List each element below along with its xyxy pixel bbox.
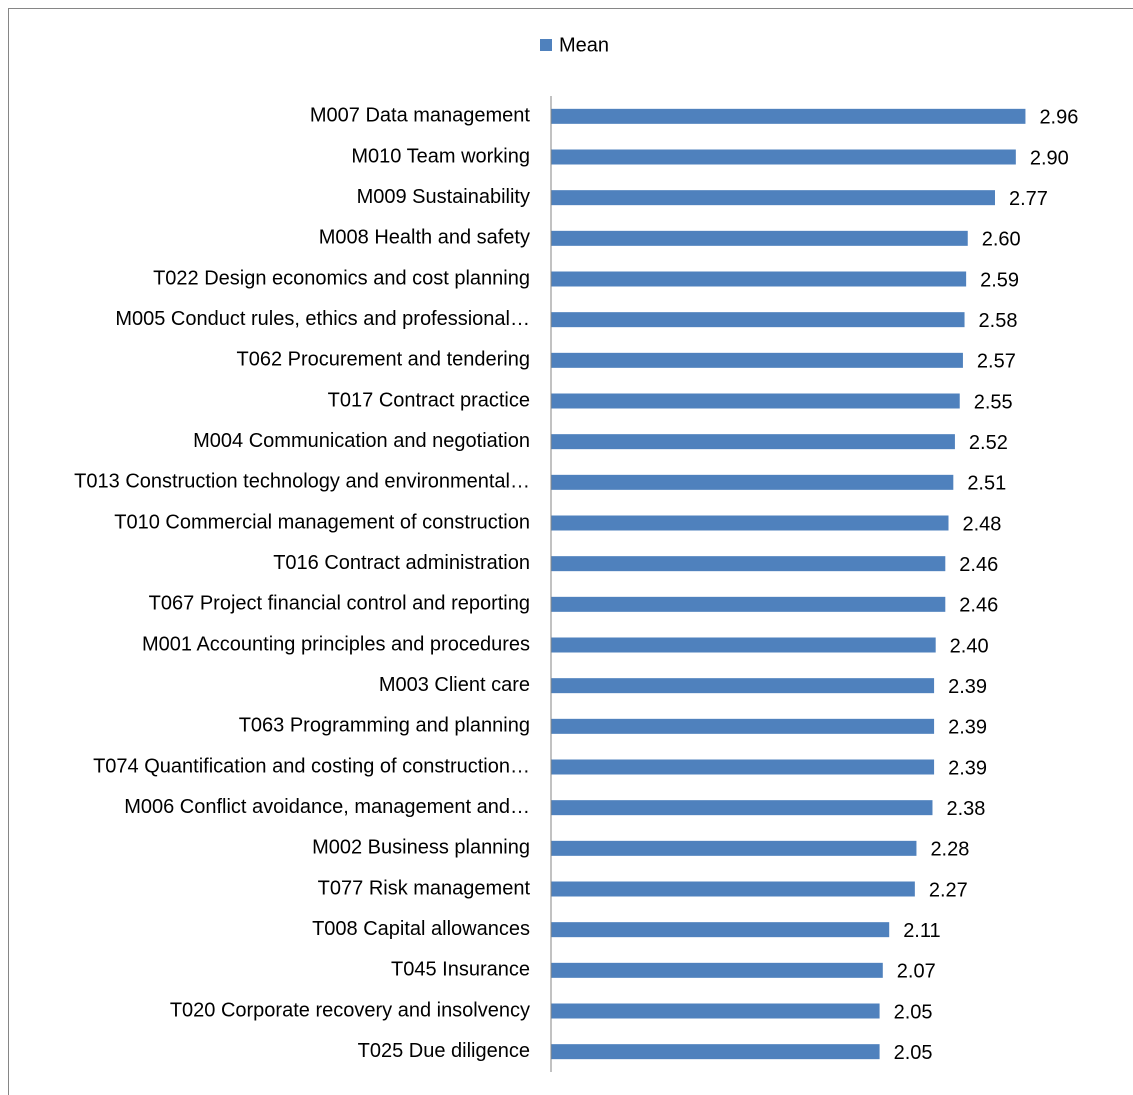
y-tick-label: M005 Conduct rules, ethics and professio… (115, 308, 530, 330)
y-tick-label: M006 Conflict avoidance, management and… (124, 796, 530, 818)
value-label: 2.60 (982, 229, 1021, 251)
value-label: 2.51 (967, 473, 1006, 495)
value-label: 2.46 (959, 595, 998, 617)
value-label: 2.57 (977, 351, 1016, 373)
bar (551, 352, 963, 368)
y-tick-label: T016 Contract administration (273, 552, 530, 574)
value-label: 2.46 (959, 554, 998, 576)
value-label: 2.28 (930, 839, 969, 861)
bar (551, 596, 946, 612)
value-label: 2.58 (979, 310, 1018, 332)
y-tick-label: M003 Client care (379, 674, 530, 696)
value-label: 2.55 (974, 391, 1013, 413)
value-label: 2.59 (980, 269, 1019, 291)
value-label: 2.11 (903, 920, 940, 942)
bar (551, 230, 968, 246)
bar (551, 1003, 880, 1019)
bar (551, 149, 1016, 165)
y-tick-label: M002 Business planning (312, 837, 530, 859)
y-tick-label: T045 Insurance (391, 959, 530, 981)
legend-swatch (540, 39, 552, 51)
bar (551, 312, 965, 328)
bar (551, 393, 960, 409)
y-tick-label: T008 Capital allowances (312, 918, 530, 940)
bar (551, 678, 935, 694)
y-tick-label: T063 Programming and planning (239, 715, 530, 737)
y-tick-label: M007 Data management (310, 105, 531, 127)
bar (551, 962, 883, 978)
value-label: 2.07 (897, 961, 936, 983)
y-tick-label: T013 Construction technology and environ… (74, 471, 530, 493)
value-label: 2.96 (1039, 107, 1078, 129)
y-tick-label: T062 Procurement and tendering (236, 349, 530, 371)
y-tick-label: M004 Communication and negotiation (193, 430, 530, 452)
value-label: 2.48 (963, 513, 1002, 535)
value-label: 2.38 (946, 798, 985, 820)
value-label: 2.39 (948, 757, 987, 779)
y-tick-label: M008 Health and safety (319, 227, 530, 249)
bar (551, 881, 915, 897)
bar (551, 922, 890, 938)
y-tick-label: T010 Commercial management of constructi… (114, 511, 530, 533)
value-label: 2.05 (894, 1042, 933, 1064)
bar (551, 474, 954, 490)
bar (551, 800, 933, 816)
chart-frame (8, 8, 1133, 1095)
y-tick-label: T022 Design economics and cost planning (153, 267, 530, 289)
y-tick-label: T067 Project financial control and repor… (149, 593, 530, 615)
y-tick-label: T074 Quantification and costing of const… (93, 755, 530, 777)
y-tick-label: T077 Risk management (318, 877, 531, 899)
bar (551, 556, 946, 572)
value-label: 2.90 (1030, 147, 1069, 169)
y-tick-label: M001 Accounting principles and procedure… (142, 633, 530, 655)
bar (551, 840, 917, 856)
bar (551, 1044, 880, 1060)
value-label: 2.40 (950, 635, 989, 657)
bar (551, 718, 935, 734)
bar (551, 434, 955, 450)
legend-label: Mean (559, 34, 609, 56)
bar (551, 759, 935, 775)
value-label: 2.39 (948, 676, 987, 698)
bar (551, 515, 949, 531)
y-tick-label: T025 Due diligence (358, 1040, 530, 1062)
y-tick-label: M010 Team working (351, 145, 530, 167)
value-label: 2.05 (894, 1001, 933, 1023)
y-tick-label: M009 Sustainability (357, 186, 530, 208)
value-label: 2.52 (969, 432, 1008, 454)
bar (551, 190, 995, 206)
value-label: 2.27 (929, 879, 968, 901)
bar (551, 108, 1026, 124)
value-label: 2.39 (948, 717, 987, 739)
value-label: 2.77 (1009, 188, 1048, 210)
y-tick-label: T020 Corporate recovery and insolvency (170, 999, 530, 1021)
bar (551, 271, 967, 287)
y-tick-label: T017 Contract practice (328, 389, 530, 411)
bar (551, 637, 936, 653)
